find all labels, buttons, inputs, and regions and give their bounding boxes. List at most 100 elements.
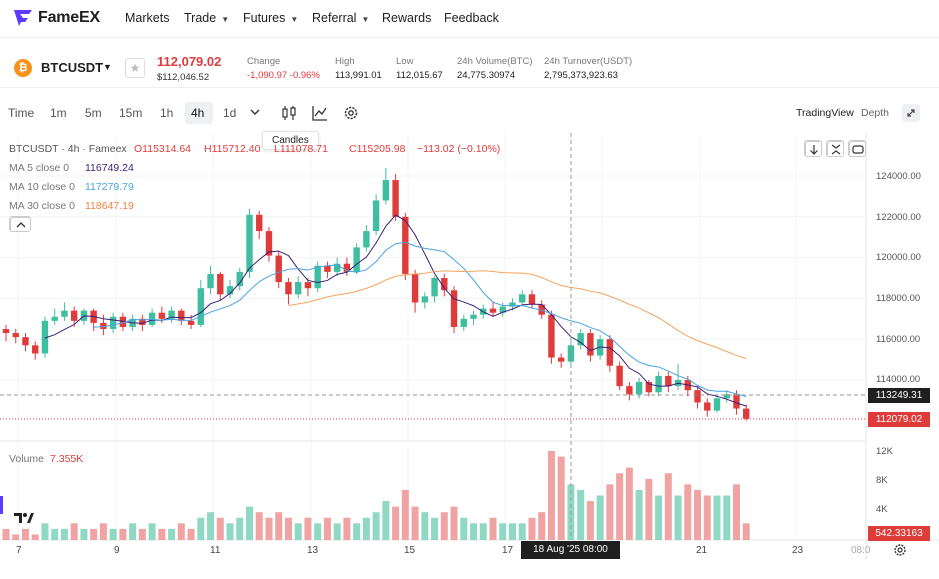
ticker-bar (0, 46, 939, 88)
candle-body (22, 337, 29, 346)
volume-bar (353, 523, 361, 540)
volume-bar (304, 517, 312, 540)
candle-body (2, 329, 10, 334)
nav-trade[interactable]: Trade ▼ (184, 11, 229, 25)
volume-bar (99, 523, 107, 540)
candle-body (606, 339, 614, 366)
stat-label-change: Change (247, 56, 281, 67)
volume-bar (246, 506, 253, 540)
x-tick: 08:0 (851, 545, 871, 556)
candle-body (665, 375, 672, 387)
nav-markets[interactable]: Markets (125, 11, 169, 25)
price-tick: 116000.00 (876, 334, 921, 345)
candle-body (743, 408, 750, 419)
volume-bar (60, 528, 68, 540)
chevron-down-icon[interactable]: ▼ (103, 62, 112, 72)
candle-body (314, 265, 321, 289)
candle-body (382, 180, 390, 201)
candle-body (236, 271, 243, 287)
nav-futures[interactable]: Futures ▼ (243, 11, 298, 25)
candle-body (557, 357, 565, 362)
candle-body (100, 322, 107, 329)
volume-bar (158, 528, 166, 540)
volume-bar (265, 517, 273, 540)
symbol-selector[interactable]: BTCUSDT (41, 60, 104, 75)
candle-body (528, 294, 536, 305)
nav-rewards[interactable]: Rewards (382, 11, 431, 25)
candle-body (509, 302, 516, 307)
volume-bar (528, 517, 536, 540)
candles-icon[interactable] (280, 104, 298, 122)
ma10-value: 117279.79 (85, 181, 134, 193)
candle-body (645, 382, 653, 393)
timeframe-1d[interactable]: 1d (223, 106, 237, 120)
volume-bar (547, 451, 555, 540)
indicators-icon[interactable] (311, 104, 329, 122)
ma30-label: MA 30 close 0 (9, 200, 75, 212)
ma5-value: 116749.24 (85, 162, 134, 174)
timeframe-4h[interactable]: 4h (191, 106, 205, 120)
ohlc-chg: −113.02 (−0.10%) (417, 143, 501, 155)
settings-gear-icon[interactable] (342, 104, 360, 122)
volume-bar (538, 512, 546, 540)
candle-body (187, 320, 195, 325)
stat-value-volume: 24,775.30974 (457, 70, 516, 81)
volume-bar (625, 467, 633, 540)
nav-referral[interactable]: Referral ▼ (312, 11, 369, 25)
candle-body (694, 390, 701, 403)
candle-body (450, 290, 458, 327)
volume-bar (470, 523, 478, 540)
candle-body (635, 382, 643, 395)
stat-value-low: 112,015.67 (396, 70, 443, 81)
candle-body (460, 318, 467, 327)
tradingview-tab[interactable]: TradingView (796, 107, 854, 119)
volume-bar (684, 484, 692, 540)
volume-bar (148, 523, 156, 540)
candle-body (333, 263, 341, 272)
nav-feedback[interactable]: Feedback (444, 11, 499, 25)
volume-bar (382, 501, 390, 540)
candle-body (217, 273, 224, 295)
volume-bar (557, 456, 565, 540)
volume-bar (70, 523, 78, 540)
settings-gear-icon[interactable] (893, 543, 907, 557)
ohlc-c: C115205.98 (349, 143, 406, 155)
candle-body (616, 365, 623, 387)
compress-icon[interactable] (826, 140, 844, 157)
volume-bar (450, 506, 458, 540)
volume-bar (119, 528, 127, 540)
candle-body (489, 308, 497, 313)
volume-bar (518, 523, 526, 540)
x-tick: 9 (114, 545, 120, 556)
arrow-down-icon[interactable] (804, 140, 822, 157)
volume-bar (275, 512, 283, 540)
timeframe-1m[interactable]: 1m (50, 106, 67, 120)
nav-label: Rewards (382, 11, 432, 25)
refresh-icon[interactable] (848, 140, 866, 157)
brand-logo[interactable]: FameEX (12, 8, 100, 28)
legend-title: BTCUSDT · 4h · Fameex (9, 143, 127, 155)
volume-bar (645, 478, 653, 540)
candle-body (70, 310, 78, 321)
fullscreen-icon[interactable] (902, 104, 920, 122)
volume-value: 7.355K (50, 453, 84, 465)
stat-label-high: High (335, 56, 355, 67)
volume-bar (723, 495, 731, 540)
candle-body (256, 214, 263, 232)
volume-bar (655, 495, 663, 540)
volume-crosshair-label: 542.33163 (868, 526, 930, 541)
depth-tab[interactable]: Depth (861, 107, 890, 119)
candle-body (402, 216, 409, 274)
candle-body (421, 296, 429, 303)
candle-body (51, 316, 58, 321)
chevron-down-icon[interactable] (248, 105, 266, 123)
stat-label-volume: 24h Volume(BTC) (457, 56, 533, 67)
timeframe-5m[interactable]: 5m (85, 106, 102, 120)
star-icon[interactable]: ★ (125, 58, 145, 78)
timeframe-1h[interactable]: 1h (160, 106, 174, 120)
timeframe-15m[interactable]: 15m (119, 106, 143, 120)
chevron-down-icon: ▼ (290, 15, 299, 24)
collapse-legend-icon[interactable] (9, 216, 31, 232)
volume-bar (362, 517, 370, 540)
